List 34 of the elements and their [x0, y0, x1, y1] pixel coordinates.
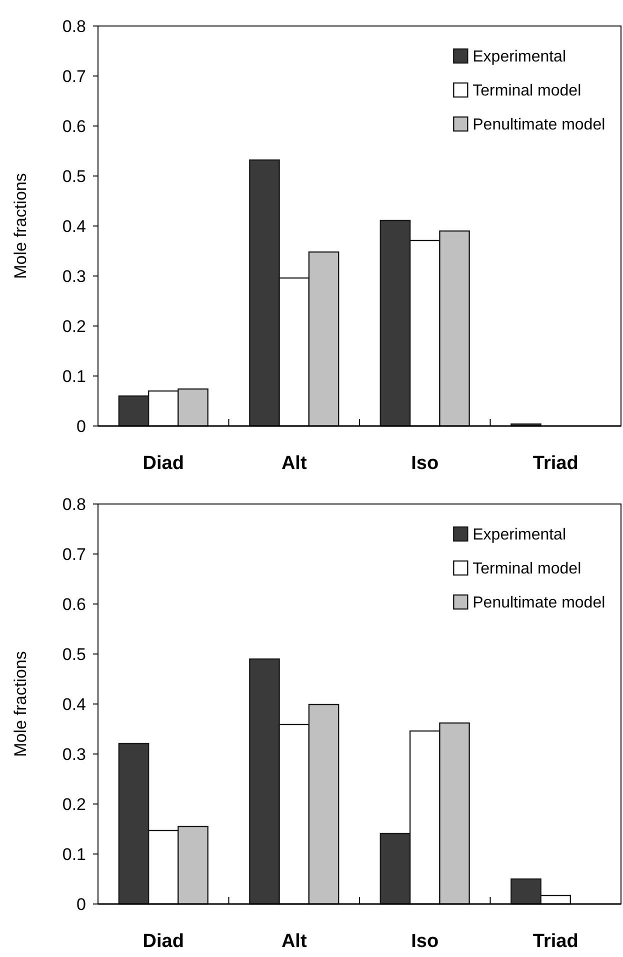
y-tick-label: 0.1: [62, 844, 86, 864]
x-tick-label: Iso: [411, 453, 439, 474]
y-tick-label: 0.6: [62, 594, 86, 614]
legend-label: Experimental: [472, 48, 566, 66]
legend-label: Terminal model: [472, 82, 582, 100]
y-tick-label: 0.6: [62, 116, 86, 136]
y-tick-label: 0.4: [62, 694, 86, 714]
x-tick-label: Diad: [142, 931, 184, 952]
y-tick-label: 0.3: [62, 744, 86, 764]
x-tick-label: Triad: [532, 453, 578, 474]
y-tick-label: 0.1: [62, 366, 86, 386]
x-tick-label: Triad: [532, 931, 578, 952]
x-tick-label: Iso: [411, 931, 439, 952]
legend-label: Terminal model: [472, 560, 582, 578]
x-tick-label: Alt: [281, 453, 308, 474]
y-tick-label: 0: [76, 894, 86, 914]
y-axis-title: Mole fractions: [11, 651, 30, 757]
y-tick-label: 0.3: [62, 266, 86, 286]
legend-label: Experimental: [472, 526, 566, 544]
y-tick-label: 0.4: [62, 216, 86, 236]
y-tick-label: 0.2: [62, 794, 86, 814]
y-tick-label: 0.7: [62, 544, 86, 564]
y-tick-label: 0.8: [62, 16, 86, 36]
x-tick-label: Alt: [281, 931, 308, 952]
y-tick-label: 0.5: [62, 166, 86, 186]
legend-label: Penultimate model: [472, 594, 606, 612]
y-tick-label: 0.2: [62, 316, 86, 336]
y-tick-label: 0.8: [62, 494, 86, 514]
y-tick-label: 0.7: [62, 66, 86, 86]
y-tick-label: 0.5: [62, 644, 86, 664]
x-tick-label: Diad: [142, 453, 184, 474]
y-tick-label: 0: [76, 416, 86, 436]
legend-label: Penultimate model: [472, 116, 606, 134]
y-axis-title: Mole fractions: [11, 173, 30, 279]
